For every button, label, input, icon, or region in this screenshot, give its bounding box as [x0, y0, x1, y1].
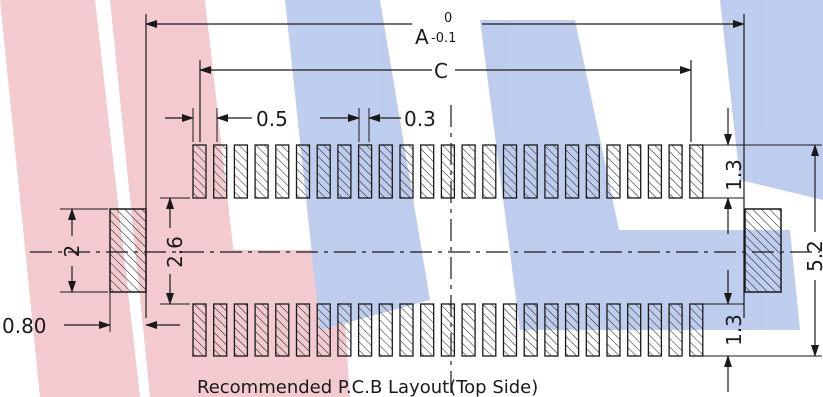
bottom-pad [233, 303, 249, 357]
dim-overall-height-label: 5.2 [803, 240, 823, 272]
dim-a-upper-tol: 0 [444, 11, 452, 26]
top-pad [316, 144, 331, 199]
dim-side-pad-height-label: 2 [60, 245, 84, 258]
bottom-pad [647, 303, 663, 357]
top-pad [606, 144, 621, 199]
top-pad [668, 144, 683, 199]
top-pad [399, 144, 414, 199]
top-pad [627, 144, 642, 199]
top-pad [564, 144, 580, 199]
dim-pad-width-label: 0.3 [404, 107, 436, 131]
bottom-pad [213, 303, 228, 357]
top-pad [275, 144, 290, 199]
top-pad [461, 144, 476, 199]
top-pad [213, 144, 228, 199]
bottom-pad [668, 303, 683, 357]
bottom-pad [564, 303, 580, 357]
top-pad [254, 144, 269, 199]
dim-bottom-row-label: 1.3 [722, 314, 746, 346]
top-pad [233, 144, 249, 199]
bottom-pad [192, 303, 207, 357]
bottom-pad [482, 303, 497, 357]
top-pad [585, 144, 600, 199]
right-side-pad [744, 208, 782, 293]
dim-c: C [199, 59, 692, 83]
dim-a-lower-tol: -0.1 [431, 31, 456, 46]
top-pad [357, 144, 373, 199]
dim-pitch-label: 0.5 [256, 107, 288, 131]
dim-a: A 0 -0.1 [145, 11, 745, 49]
dim-row-gap-label: 2.6 [163, 236, 187, 268]
bottom-pad [461, 303, 476, 357]
dim-right [700, 108, 822, 392]
dim-side-pad-width [64, 292, 180, 332]
bottom-pad [440, 303, 456, 357]
top-pad [647, 144, 663, 199]
dim-pitch: 0.5 [165, 107, 288, 142]
top-pad [502, 144, 518, 199]
top-pad [523, 144, 538, 199]
top-pad-row [192, 144, 704, 199]
dim-row-gap [160, 197, 190, 305]
bottom-pad [316, 303, 331, 357]
dim-pad-width: 0.3 [320, 107, 436, 142]
top-pad [295, 144, 311, 199]
top-pad [440, 144, 456, 199]
top-pad [337, 144, 352, 199]
dim-side-pad-height [60, 208, 108, 293]
left-side-pad [109, 208, 147, 293]
bottom-pad [337, 303, 352, 357]
bottom-pad-row [192, 303, 704, 357]
bottom-pad [544, 303, 559, 357]
drawing-caption: Recommended P.C.B Layout(Top Side) [197, 377, 538, 397]
bottom-pad [689, 303, 704, 357]
bottom-pad [295, 303, 311, 357]
bottom-pad [627, 303, 642, 357]
bottom-pad [357, 303, 373, 357]
dim-a-label: A [415, 25, 429, 49]
dim-side-pad-width-label: 0.80 [2, 314, 47, 338]
bottom-pad [378, 303, 393, 357]
bottom-pad [399, 303, 414, 357]
bottom-pad [585, 303, 600, 357]
top-pad [482, 144, 497, 199]
bottom-pad [254, 303, 269, 357]
top-pad [378, 144, 393, 199]
bottom-pad [606, 303, 621, 357]
bottom-pad [523, 303, 538, 357]
dim-c-label: C [434, 59, 448, 83]
bottom-pad [275, 303, 290, 357]
top-pad [192, 144, 207, 199]
bottom-pad [420, 303, 435, 357]
bottom-pad [502, 303, 518, 357]
top-pad [689, 144, 704, 199]
dim-top-row-label: 1.3 [722, 159, 746, 191]
top-pad [544, 144, 559, 199]
top-pad [420, 144, 435, 199]
